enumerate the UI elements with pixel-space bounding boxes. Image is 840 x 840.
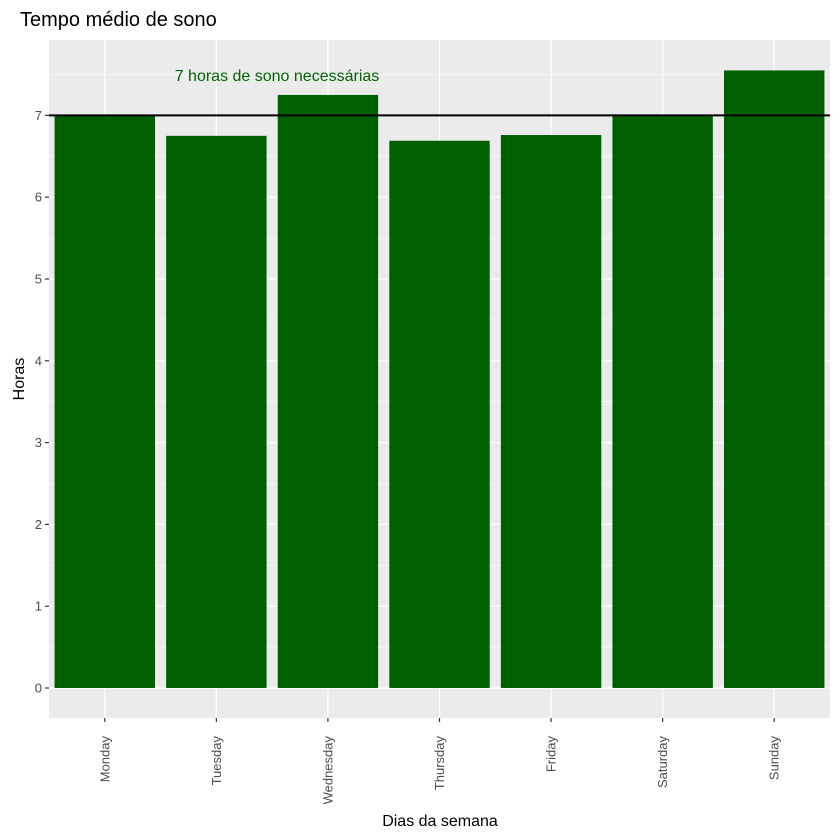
bar-tuesday (166, 135, 267, 689)
reference-line-label: 7 horas de sono necessárias (175, 68, 380, 85)
bar-wednesday (277, 94, 379, 688)
x-tick-label: Sunday (767, 736, 782, 781)
y-tick-label: 4 (35, 353, 42, 368)
x-tick-label: Monday (97, 736, 112, 783)
x-tick-label: Thursday (432, 736, 447, 791)
plot-panel: 7 horas de sono necessárias (49, 40, 830, 718)
y-axis-title: Horas (11, 358, 28, 401)
y-tick-label: 0 (35, 681, 42, 696)
y-tick-label: 5 (35, 272, 42, 287)
y-tick-label: 7 (35, 108, 42, 123)
y-tick-label: 6 (35, 190, 42, 205)
x-axis-title: Dias da semana (382, 813, 498, 830)
y-tick-label: 1 (35, 599, 42, 614)
chart-title: Tempo médio de sono (20, 9, 217, 31)
bar-sunday (724, 70, 825, 688)
bar-thursday (389, 140, 490, 688)
x-tick-label: Tuesday (209, 736, 224, 786)
bar-friday (500, 135, 602, 689)
y-tick-label: 2 (35, 517, 42, 532)
y-tick-label: 3 (35, 435, 42, 450)
bar-saturday (612, 116, 713, 688)
bar-monday (54, 115, 155, 688)
x-tick-label: Saturday (655, 736, 670, 789)
x-tick-label: Friday (544, 736, 559, 773)
x-tick-label: Wednesday (320, 736, 335, 805)
